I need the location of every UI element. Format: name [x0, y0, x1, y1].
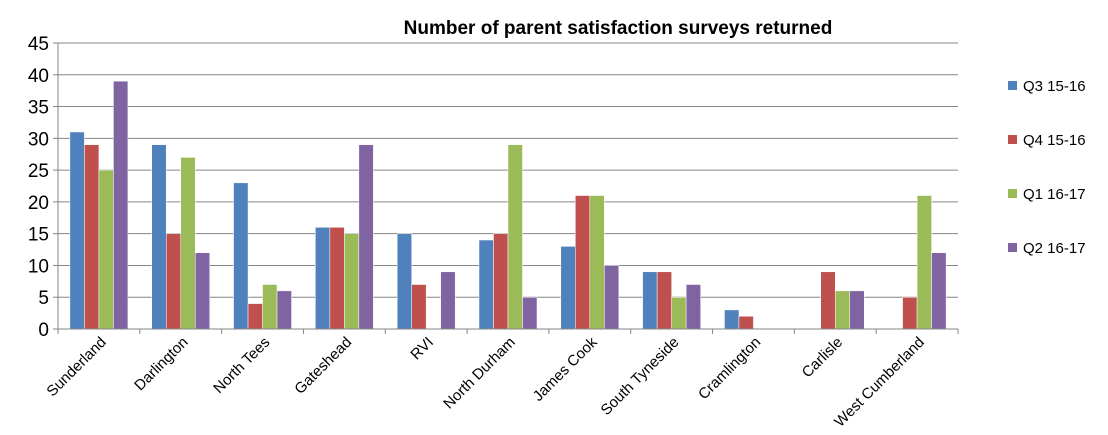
x-tick-label: James Cook	[530, 333, 601, 404]
bar-q2-16-17-north-tees	[276, 290, 292, 330]
y-tick-label: 30	[28, 129, 49, 150]
legend-swatch	[1008, 243, 1017, 252]
legend-swatch	[1008, 81, 1017, 90]
y-tick-label: 0	[38, 320, 49, 341]
bar-q2-16-17-gateshead	[358, 144, 374, 330]
bar-q4-15-16-cramlington	[738, 316, 754, 330]
x-tick-label: Sunderland	[43, 334, 109, 400]
bar-q4-15-16-james-cook	[575, 195, 591, 330]
bar-q4-15-16-south-tyneside	[656, 271, 672, 330]
y-tick-label: 5	[38, 288, 49, 309]
bar-q2-16-17-darlington	[194, 252, 210, 330]
x-axis-tick-labels: Sunderland Darlington North Tees Gateshead R…	[43, 333, 927, 430]
legend-label: Q1 16-17	[1023, 186, 1086, 203]
bar-q2-16-17-south-tyneside	[685, 284, 701, 330]
x-tick-label: South Tyneside	[598, 334, 683, 419]
bar-q1-16-17-james-cook	[589, 195, 605, 330]
y-tick-label: 20	[28, 193, 49, 214]
y-tick-label: 45	[28, 34, 49, 55]
legend-label: Q3 15-16	[1023, 78, 1086, 95]
legend-swatch	[1008, 135, 1017, 144]
y-tick-label: 25	[28, 161, 49, 182]
bar-q3-15-16-darlington	[151, 144, 167, 330]
x-tick-label: Carlisle	[799, 334, 846, 381]
bars	[69, 80, 947, 330]
x-tick-label: Gateshead	[291, 334, 355, 398]
legend-label: Q4 15-16	[1023, 132, 1086, 149]
y-tick-label: 40	[28, 66, 49, 87]
y-axis-tick-labels: 0 5 10 15 20 25 30 35 40 45	[28, 34, 58, 341]
bar-q4-15-16-darlington	[165, 233, 181, 330]
bar-q2-16-17-carlisle	[849, 290, 865, 330]
legend-swatch	[1008, 189, 1017, 198]
bar-q1-16-17-sunderland	[98, 169, 114, 330]
bar-q1-16-17-north-durham	[507, 144, 523, 330]
bar-q4-15-16-sunderland	[84, 144, 100, 330]
bar-q4-15-16-west-cumberland	[902, 296, 918, 330]
legend-label: Q2 16-17	[1023, 240, 1086, 257]
chart-title: Number of parent satisfaction surveys re…	[404, 18, 833, 39]
bar-q4-15-16-carlisle	[820, 271, 836, 330]
y-tick-label: 10	[28, 256, 49, 277]
bar-q2-16-17-sunderland	[113, 80, 129, 330]
x-tick-label: Cramlington	[695, 334, 764, 403]
bar-q3-15-16-sunderland	[69, 131, 85, 330]
bar-q2-16-17-north-durham	[522, 296, 538, 330]
bar-q3-15-16-james-cook	[560, 246, 576, 330]
bar-q1-16-17-carlisle	[835, 290, 851, 330]
legend: Q3 15-16 Q4 15-16 Q1 16-17 Q2 16-17	[1008, 78, 1086, 257]
bar-q3-15-16-gateshead	[315, 227, 331, 330]
bar-q1-16-17-darlington	[180, 157, 196, 330]
bar-q3-15-16-rvi	[396, 233, 412, 330]
bar-q4-15-16-north-durham	[493, 233, 509, 330]
bar-q4-15-16-gateshead	[329, 227, 345, 330]
bar-q3-15-16-north-durham	[478, 239, 494, 330]
x-tick-label: RVI	[407, 334, 437, 364]
bar-q2-16-17-west-cumberland	[931, 252, 947, 330]
x-tick-label: North Durham	[440, 334, 519, 413]
bar-q3-15-16-cramlington	[724, 309, 740, 330]
axes	[57, 43, 959, 334]
bar-q1-16-17-gateshead	[344, 233, 360, 330]
bar-q4-15-16-rvi	[411, 284, 427, 330]
x-tick-label: North Tees	[210, 334, 273, 397]
bar-q1-16-17-west-cumberland	[916, 195, 932, 330]
bar-q4-15-16-north-tees	[247, 303, 263, 330]
bar-q3-15-16-north-tees	[233, 182, 249, 330]
bar-q2-16-17-james-cook	[604, 265, 620, 330]
y-tick-label: 15	[28, 225, 49, 246]
bar-q1-16-17-south-tyneside	[671, 296, 687, 330]
x-tick-label: Darlington	[131, 334, 191, 394]
bar-q2-16-17-rvi	[440, 271, 456, 330]
bar-q3-15-16-south-tyneside	[642, 271, 658, 330]
y-tick-label: 35	[28, 98, 49, 119]
bar-q1-16-17-north-tees	[262, 284, 278, 330]
x-tick-label: West Cumberland	[831, 334, 928, 431]
